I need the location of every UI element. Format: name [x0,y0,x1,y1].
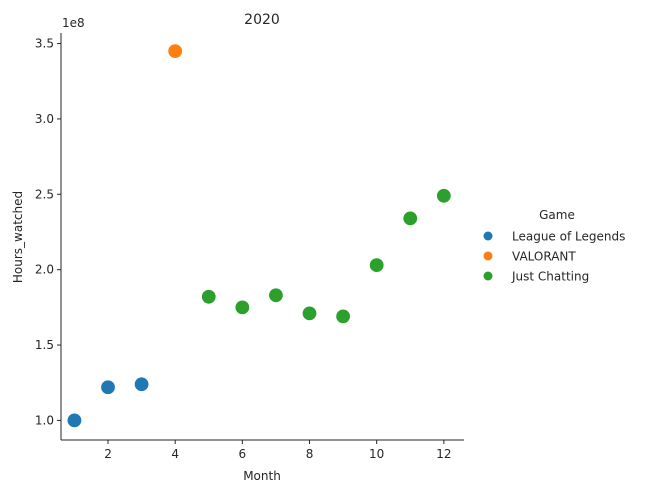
data-point [167,42,184,60]
legend-marker [483,251,493,261]
y-tick-label: 1.5 [35,338,54,352]
plot-area: 2 4 6 8 10 12 1.0 1.5 2.0 2.5 3.0 3.5 [35,33,464,461]
x-ticks: 2 4 6 8 10 12 [104,440,451,461]
legend-items: League of Legends VALORANT Just Chatting [483,230,625,284]
legend: Game League of Legends VALORANT Just Chatt… [483,208,625,284]
y-tick-label: 3.5 [35,37,54,51]
y-tick-label: 1.0 [35,413,54,427]
legend-marker [483,231,493,241]
data-point [335,308,352,325]
y-tick-label: 3.0 [35,112,54,126]
data-point [368,257,385,274]
x-tick-label: 10 [369,447,384,461]
y-tick-label: 2.5 [35,187,54,201]
y-axis-label: Hours_watched [11,191,25,283]
data-point [267,287,285,304]
data-point [402,210,419,227]
data-point [66,412,83,429]
x-tick-label: 2 [104,447,112,461]
data-point [133,376,150,393]
y-tick-label: 2.0 [35,263,54,277]
legend-title: Game [539,208,575,222]
y-ticks: 1.0 1.5 2.0 2.5 3.0 3.5 [35,37,61,427]
x-tick-label: 12 [436,447,451,461]
y-offset-label: 1e8 [62,16,85,30]
x-tick-label: 8 [306,447,314,461]
data-point [301,305,318,322]
legend-label: League of Legends [512,230,625,244]
data-points [66,42,452,429]
legend-label: VALORANT [512,250,576,264]
data-point [234,299,251,316]
x-tick-label: 4 [171,447,179,461]
legend-marker [483,271,493,281]
x-tick-label: 6 [239,447,247,461]
chart-title: 2020 [244,12,280,28]
data-point [99,379,117,396]
x-axis-label: Month [243,469,281,483]
data-point [435,187,452,204]
data-point [200,288,217,305]
legend-label: Just Chatting [511,270,589,284]
